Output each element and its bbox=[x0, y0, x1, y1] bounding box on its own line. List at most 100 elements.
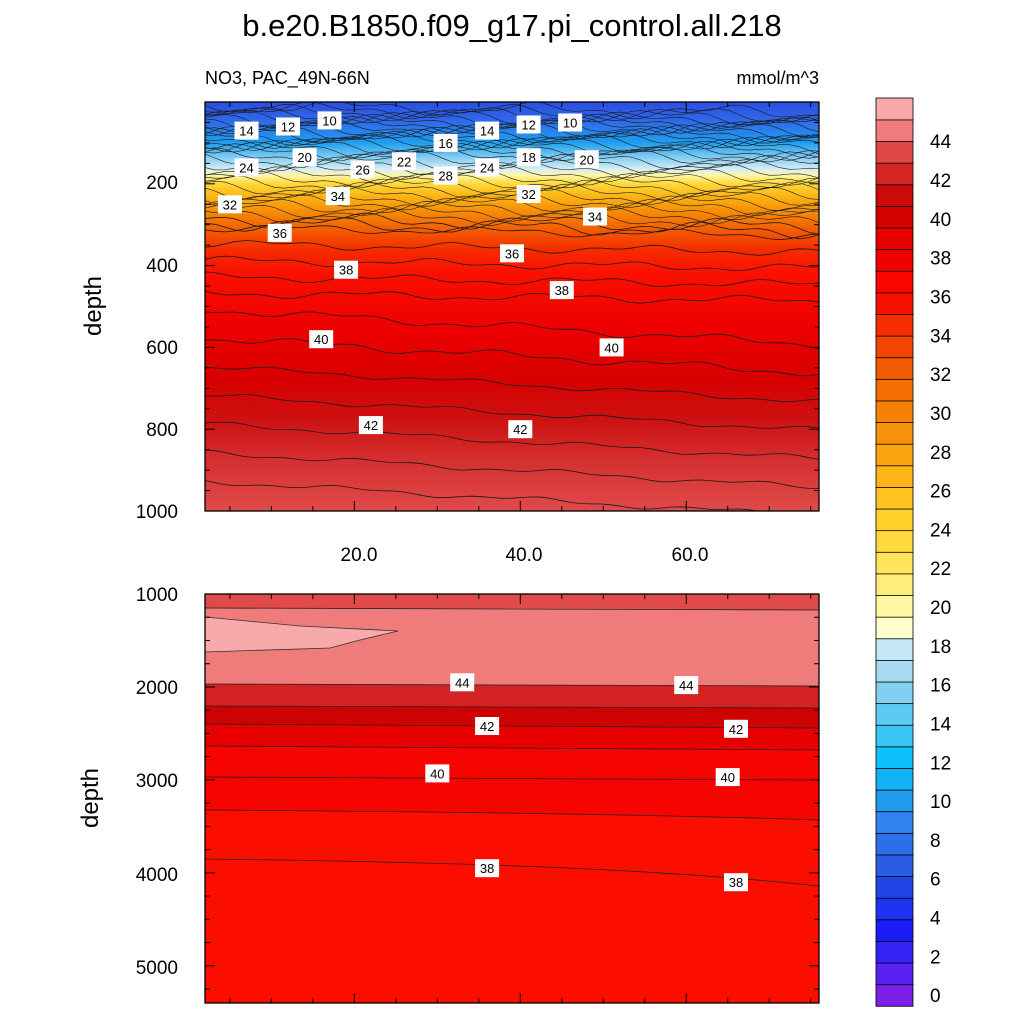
contour-label-box bbox=[558, 113, 583, 132]
upper-contour-line bbox=[205, 421, 819, 460]
contour-label: 24 bbox=[234, 158, 259, 177]
upper-x-tick-20: 20.0 bbox=[341, 545, 378, 566]
lower-y-tick-3000: 3000 bbox=[136, 771, 178, 792]
contour-label-box bbox=[350, 160, 375, 179]
lower-contour-labels: 44 44 42 42 40 40 38 38 bbox=[425, 673, 748, 892]
colorbar: 0246810121416182022242628303234363840424… bbox=[875, 97, 952, 1007]
colorbar-labels: 0246810121416182022242628303234363840424… bbox=[930, 132, 952, 1007]
colorbar-box bbox=[875, 465, 914, 488]
upper-contour-line bbox=[205, 224, 819, 241]
lower-y-tick-2000: 2000 bbox=[136, 678, 178, 699]
contour-label: 12 bbox=[516, 115, 541, 134]
contour-label-text: 42 bbox=[480, 719, 494, 734]
colorbar-box bbox=[875, 140, 914, 164]
contour-label-text: 24 bbox=[239, 160, 253, 175]
colorbar-label: 30 bbox=[930, 404, 951, 425]
upper-contour-line bbox=[205, 366, 819, 403]
lower-y-tick-4000: 4000 bbox=[136, 865, 178, 886]
contour-label: 26 bbox=[350, 160, 375, 179]
upper-contour-line bbox=[205, 170, 819, 193]
contour-label-text: 38 bbox=[480, 861, 494, 876]
colorbar-box bbox=[875, 421, 914, 445]
contour-label: 44 bbox=[450, 673, 475, 692]
contour-label-text: 44 bbox=[455, 675, 469, 690]
contour-label: 20 bbox=[292, 148, 317, 167]
contour-label-box bbox=[325, 187, 350, 206]
contour-label-text: 32 bbox=[223, 197, 237, 212]
contour-label-text: 44 bbox=[679, 678, 693, 693]
variable-label: NO3, PAC_49N-66N bbox=[205, 68, 370, 89]
contour-label-text: 36 bbox=[272, 226, 286, 241]
colorbar-box bbox=[875, 811, 914, 834]
lower-band-high bbox=[205, 608, 819, 686]
colorbar-label: 36 bbox=[930, 288, 951, 309]
colorbar-label: 34 bbox=[930, 326, 952, 347]
contour-label: 42 bbox=[358, 416, 383, 435]
contour-label: 36 bbox=[267, 223, 292, 242]
contour-label-text: 24 bbox=[480, 160, 494, 175]
colorbar-box bbox=[875, 746, 914, 769]
colorbar-box bbox=[875, 638, 914, 661]
contour-label-box bbox=[475, 859, 500, 878]
lower-axis-ticks bbox=[205, 593, 819, 1003]
upper-contour-line bbox=[205, 271, 819, 287]
contour-label-box bbox=[724, 873, 748, 892]
colorbar-label: 24 bbox=[930, 520, 952, 541]
colorbar-box bbox=[875, 529, 914, 553]
colorbar-box bbox=[875, 313, 914, 337]
contour-label-text: 38 bbox=[729, 875, 743, 890]
contour-label-text: 14 bbox=[480, 124, 494, 139]
colorbar-box bbox=[875, 702, 914, 726]
contour-label-text: 40 bbox=[430, 766, 444, 781]
contour-label: 42 bbox=[724, 719, 748, 738]
contour-label: 40 bbox=[599, 338, 624, 357]
colorbar-label: 8 bbox=[930, 831, 941, 852]
colorbar-box bbox=[875, 940, 914, 964]
colorbar-box bbox=[875, 378, 914, 402]
colorbar-label: 38 bbox=[930, 249, 951, 270]
colorbar-box bbox=[875, 659, 914, 683]
upper-contour-line bbox=[205, 118, 819, 141]
upper-x-tick-40: 40.0 bbox=[506, 545, 543, 566]
lower-panel-frame bbox=[204, 593, 820, 1004]
upper-contour-line bbox=[205, 480, 760, 511]
contour-label: 38 bbox=[724, 873, 748, 892]
upper-y-tick-600: 600 bbox=[146, 338, 178, 359]
colorbar-label: 0 bbox=[930, 986, 941, 1007]
colorbar-label: 22 bbox=[930, 559, 951, 580]
contour-label-box bbox=[715, 768, 740, 787]
colorbar-box bbox=[875, 962, 914, 986]
colorbar-label: 18 bbox=[930, 637, 951, 658]
colorbar-box bbox=[875, 97, 914, 121]
contour-label-text: 20 bbox=[297, 150, 311, 165]
contour-label-box bbox=[317, 111, 342, 130]
upper-contour-line bbox=[205, 153, 819, 174]
units-label: mmol/m^3 bbox=[737, 68, 819, 88]
upper-y-axis-label: depth bbox=[80, 276, 107, 336]
contour-label: 36 bbox=[500, 244, 524, 263]
upper-contour-line bbox=[205, 212, 819, 235]
contour-label: 32 bbox=[217, 195, 242, 214]
contour-label-box bbox=[234, 158, 259, 177]
contour-label: 38 bbox=[475, 859, 500, 878]
contour-label-box bbox=[334, 260, 359, 279]
colorbar-box bbox=[875, 486, 914, 510]
colorbar-boxes bbox=[875, 97, 914, 1007]
contour-label-text: 34 bbox=[588, 210, 602, 225]
contour-label-box bbox=[267, 223, 292, 242]
contour-label-text: 40 bbox=[314, 332, 328, 347]
colorbar-box bbox=[875, 854, 914, 877]
contour-label-box bbox=[583, 207, 607, 226]
contour-label: 14 bbox=[475, 121, 500, 140]
contour-label: 40 bbox=[309, 330, 334, 349]
contour-label-box bbox=[358, 416, 383, 435]
colorbar-label: 6 bbox=[930, 870, 941, 891]
contour-label-box bbox=[433, 133, 458, 152]
lower-y-tick-5000: 5000 bbox=[136, 958, 178, 979]
upper-contour-line bbox=[205, 166, 819, 188]
contour-label-box bbox=[516, 115, 541, 134]
upper-contour-line bbox=[205, 199, 819, 220]
contour-label-box bbox=[516, 148, 541, 167]
contour-label-text: 32 bbox=[521, 187, 535, 202]
contour-label-box bbox=[234, 121, 259, 140]
